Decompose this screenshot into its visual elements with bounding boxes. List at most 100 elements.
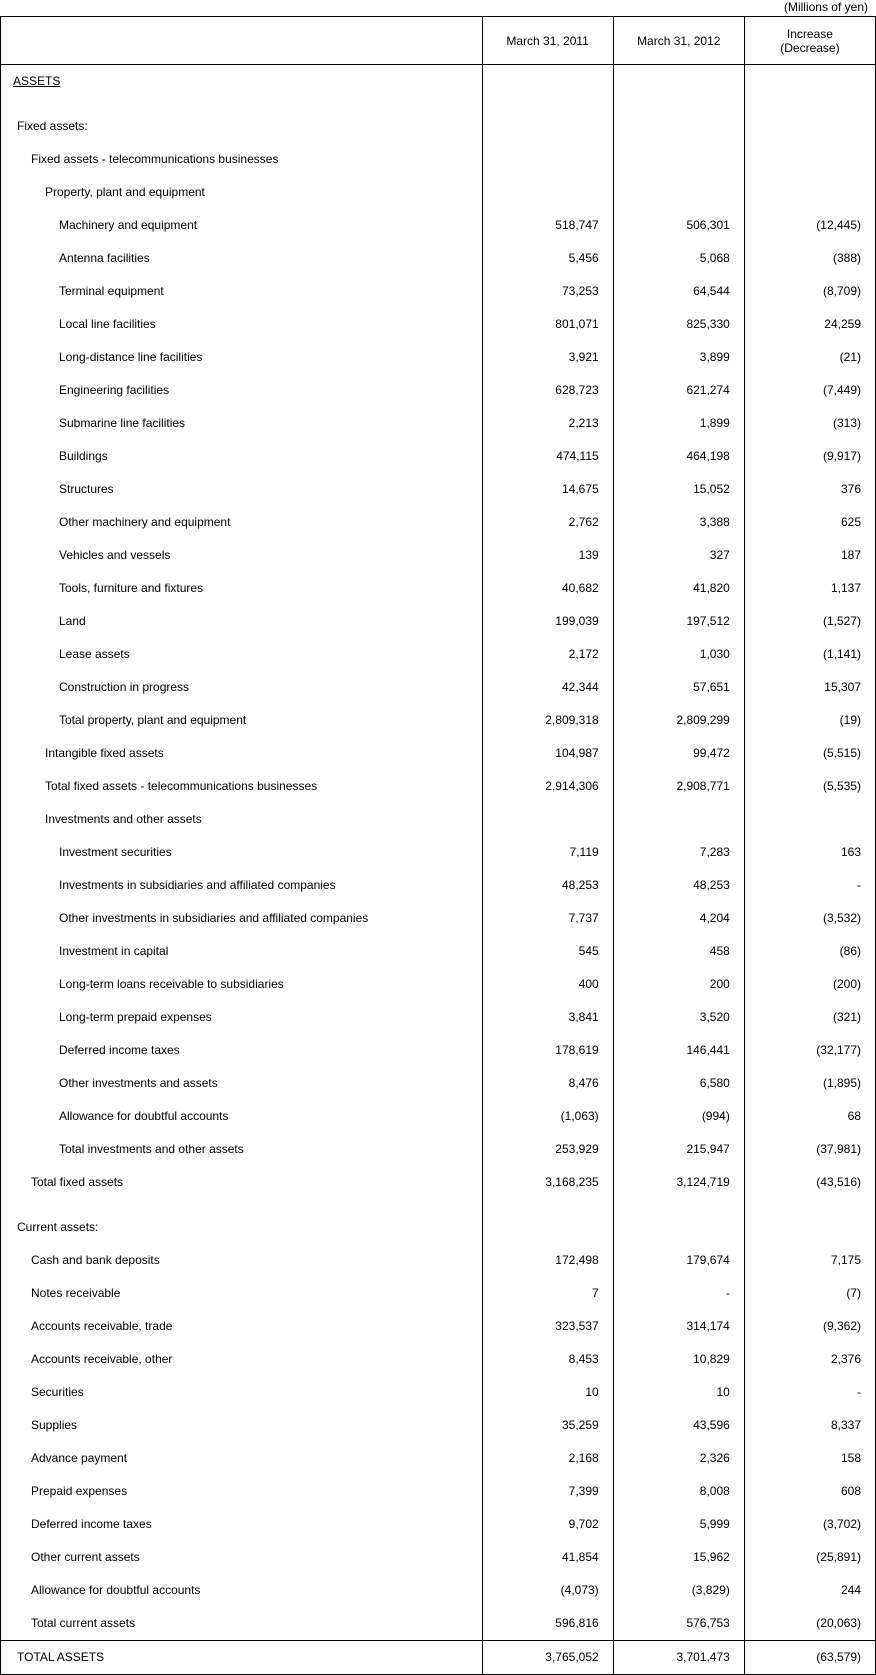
table-row: Vehicles and vessels139327187 xyxy=(1,539,876,572)
row-label: Securities xyxy=(1,1376,483,1409)
table-row: Terminal equipment73,25364,544(8,709) xyxy=(1,275,876,308)
row-value xyxy=(613,1211,744,1244)
row-value: 2,809,299 xyxy=(613,704,744,737)
row-label: Total fixed assets - telecommunications … xyxy=(1,770,483,803)
table-row: Supplies35,25943,5968,337 xyxy=(1,1409,876,1442)
row-label: Other machinery and equipment xyxy=(1,506,483,539)
row-value: 5,068 xyxy=(613,242,744,275)
row-value: 15,962 xyxy=(613,1541,744,1574)
table-row: Total property, plant and equipment2,809… xyxy=(1,704,876,737)
table-body: ASSETS Fixed assets:Fixed assets - telec… xyxy=(1,65,876,1675)
row-value: 2,326 xyxy=(613,1442,744,1475)
row-value: 1,899 xyxy=(613,407,744,440)
row-label: Land xyxy=(1,605,483,638)
row-value xyxy=(482,143,613,176)
row-label: Other investments and assets xyxy=(1,1067,483,1100)
row-label: Allowance for doubtful accounts xyxy=(1,1574,483,1607)
row-value xyxy=(744,110,875,143)
table-row: Machinery and equipment518,747506,301(12… xyxy=(1,209,876,242)
row-value xyxy=(744,176,875,209)
row-value xyxy=(744,803,875,836)
spacer-cell xyxy=(744,98,875,110)
row-value: 73,253 xyxy=(482,275,613,308)
row-value: 197,512 xyxy=(613,605,744,638)
row-value: (1,141) xyxy=(744,638,875,671)
row-value: 7,737 xyxy=(482,902,613,935)
row-value: 43,596 xyxy=(613,1409,744,1442)
row-value: 376 xyxy=(744,473,875,506)
row-value: 5,999 xyxy=(613,1508,744,1541)
table-header-row: March 31, 2011 March 31, 2012 Increase(D… xyxy=(1,17,876,65)
row-value: 41,820 xyxy=(613,572,744,605)
spacer-cell xyxy=(613,98,744,110)
table-row: Land199,039197,512(1,527) xyxy=(1,605,876,638)
row-value: 518,747 xyxy=(482,209,613,242)
table-row: Structures14,67515,052376 xyxy=(1,473,876,506)
row-label: Lease assets xyxy=(1,638,483,671)
row-value: (19) xyxy=(744,704,875,737)
table-row: Advance payment2,1682,326158 xyxy=(1,1442,876,1475)
table-row: Investments and other assets xyxy=(1,803,876,836)
row-value: (9,917) xyxy=(744,440,875,473)
row-value: (3,702) xyxy=(744,1508,875,1541)
col-header-3: Increase(Decrease) xyxy=(744,17,875,65)
row-value: 6,580 xyxy=(613,1067,744,1100)
row-value: (1,527) xyxy=(744,605,875,638)
row-value: 172,498 xyxy=(482,1244,613,1277)
row-label: Accounts receivable, trade xyxy=(1,1310,483,1343)
table-row: Investments in subsidiaries and affiliat… xyxy=(1,869,876,902)
row-value: 8,008 xyxy=(613,1475,744,1508)
table-row: Cash and bank deposits172,498179,6747,17… xyxy=(1,1244,876,1277)
row-label: Total investments and other assets xyxy=(1,1133,483,1166)
row-value: (32,177) xyxy=(744,1034,875,1067)
table-row: Accounts receivable, trade323,537314,174… xyxy=(1,1310,876,1343)
row-value: 187 xyxy=(744,539,875,572)
row-label: Prepaid expenses xyxy=(1,1475,483,1508)
row-value: 48,253 xyxy=(613,869,744,902)
table-row: Securities1010- xyxy=(1,1376,876,1409)
table-row: Other machinery and equipment2,7623,3886… xyxy=(1,506,876,539)
row-label: Investment in capital xyxy=(1,935,483,968)
row-value: 576,753 xyxy=(613,1607,744,1641)
row-label: Long-distance line facilities xyxy=(1,341,483,374)
row-value: 3,841 xyxy=(482,1001,613,1034)
row-value xyxy=(613,110,744,143)
col-header-1: March 31, 2011 xyxy=(482,17,613,65)
row-label: Terminal equipment xyxy=(1,275,483,308)
row-value: 7,283 xyxy=(613,836,744,869)
row-value: 2,809,318 xyxy=(482,704,613,737)
table-row: Total fixed assets3,168,2353,124,719(43,… xyxy=(1,1166,876,1199)
row-value: (63,579) xyxy=(744,1641,875,1675)
row-value: 801,071 xyxy=(482,308,613,341)
row-value: 68 xyxy=(744,1100,875,1133)
table-row: Long-term loans receivable to subsidiari… xyxy=(1,968,876,1001)
row-value: 99,472 xyxy=(613,737,744,770)
row-value: (21) xyxy=(744,341,875,374)
row-value xyxy=(482,803,613,836)
row-label: Long-term prepaid expenses xyxy=(1,1001,483,1034)
row-value: 3,899 xyxy=(613,341,744,374)
table-row: Submarine line facilities2,2131,899(313) xyxy=(1,407,876,440)
row-label: Current assets: xyxy=(1,1211,483,1244)
row-value: 608 xyxy=(744,1475,875,1508)
col-header-label xyxy=(1,17,483,65)
row-value: 3,520 xyxy=(613,1001,744,1034)
table-row: Total investments and other assets253,92… xyxy=(1,1133,876,1166)
row-value: 8,453 xyxy=(482,1343,613,1376)
table-row: Other investments in subsidiaries and af… xyxy=(1,902,876,935)
table-row: Fixed assets - telecommunications busine… xyxy=(1,143,876,176)
row-value: 2,762 xyxy=(482,506,613,539)
table-row: Local line facilities801,071825,33024,25… xyxy=(1,308,876,341)
row-value: 327 xyxy=(613,539,744,572)
row-value: - xyxy=(744,1376,875,1409)
table-row: Lease assets2,1721,030(1,141) xyxy=(1,638,876,671)
row-value: 464,198 xyxy=(613,440,744,473)
row-value: (994) xyxy=(613,1100,744,1133)
row-value: 7,399 xyxy=(482,1475,613,1508)
row-value: (313) xyxy=(744,407,875,440)
row-label: Structures xyxy=(1,473,483,506)
row-label: Engineering facilities xyxy=(1,374,483,407)
spacer-row xyxy=(1,98,876,110)
row-value xyxy=(744,143,875,176)
row-value: (1,895) xyxy=(744,1067,875,1100)
